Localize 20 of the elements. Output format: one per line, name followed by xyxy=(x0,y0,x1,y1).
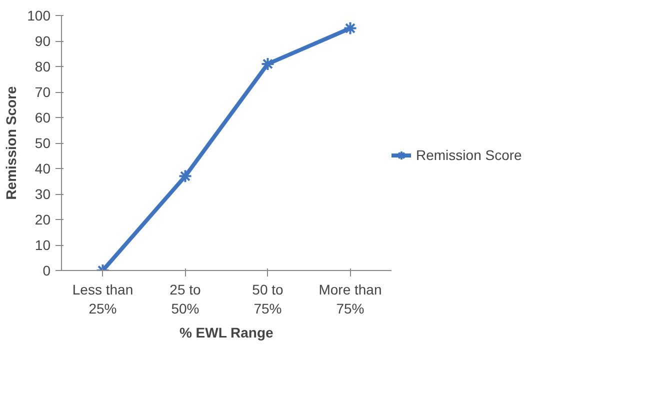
y-tick-label: 0 xyxy=(42,262,51,278)
point xyxy=(260,56,275,71)
y-tick-label: 10 xyxy=(34,237,51,253)
x-tick-label: Less than 25% xyxy=(72,282,134,317)
y-tick-label: 50 xyxy=(34,135,51,151)
x-tick-label: More than 75% xyxy=(318,282,382,317)
point xyxy=(343,21,358,36)
y-tick-label: 20 xyxy=(34,212,51,228)
y-tick-label: 40 xyxy=(34,160,51,176)
y-tick-label: 70 xyxy=(34,84,51,100)
y-tick-label: 60 xyxy=(34,110,51,126)
y-tick-label: 30 xyxy=(34,186,51,202)
y-tick-label: 90 xyxy=(34,33,51,49)
x-axis-title: % EWL Range xyxy=(179,324,274,341)
y-tick-label: 100 xyxy=(27,8,51,24)
legend-label: Remission Score xyxy=(416,147,522,163)
x-tick-label: 25 to 50% xyxy=(170,282,202,317)
y-axis-title: Remission Score xyxy=(3,86,20,200)
x-tick-label: 50 to 75% xyxy=(252,282,284,317)
y-tick-label: 80 xyxy=(34,58,51,74)
